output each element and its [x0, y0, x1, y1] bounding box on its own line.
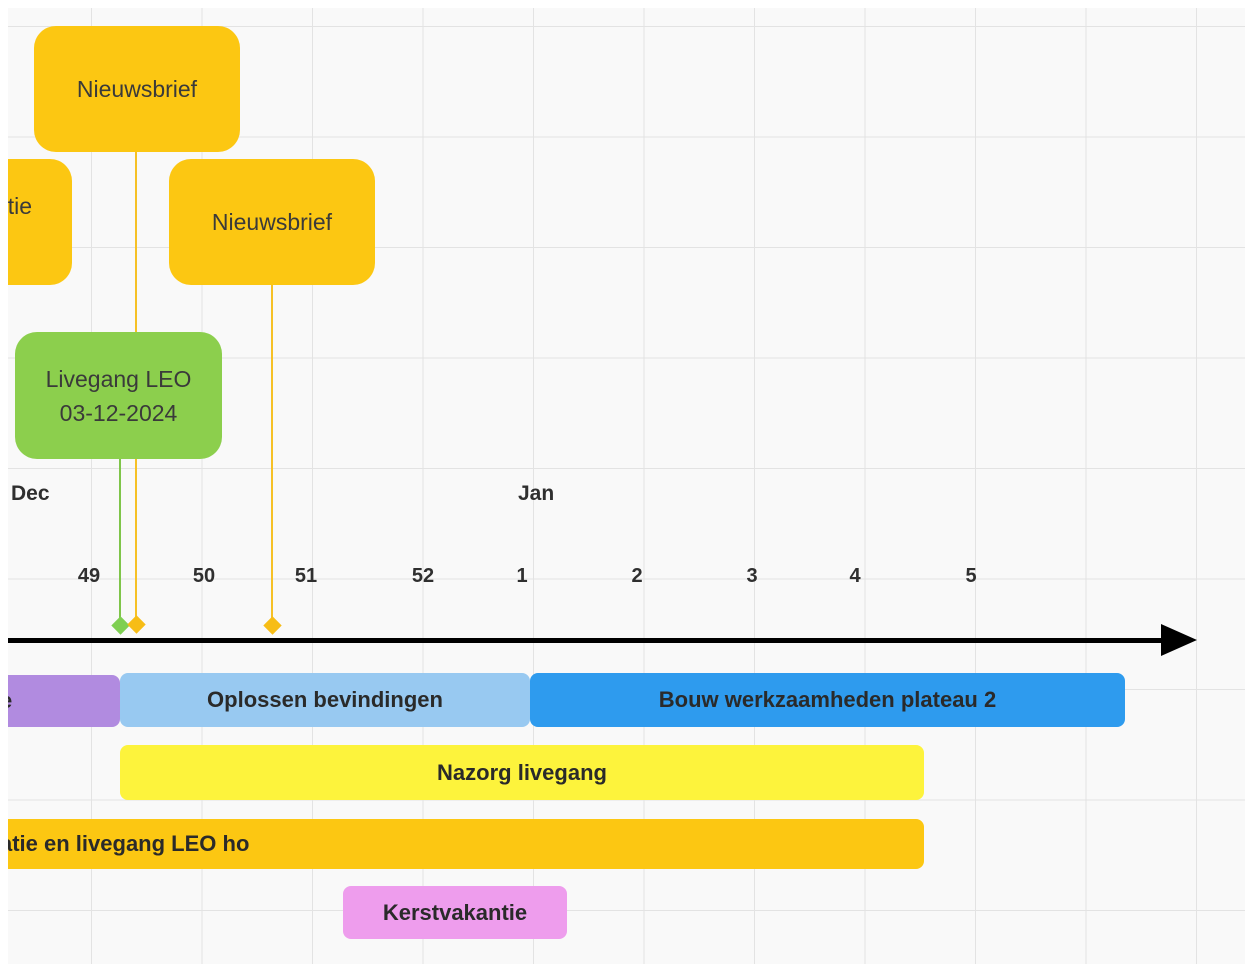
milestone-connector: [271, 284, 273, 626]
sticky-card-livegang-leo[interactable]: Livegang LEO 03-12-2024: [15, 332, 222, 459]
gantt-bar-oplossen-bevindingen[interactable]: Oplossen bevindingen: [120, 673, 530, 727]
bar-label: Bouw werkzaamheden plateau 2: [658, 687, 997, 712]
month-label: Jan: [518, 482, 555, 505]
bar-label: Kerstvakantie: [382, 899, 528, 925]
week-label: 50: [192, 565, 216, 587]
sticky-card-partial[interactable]: tie: [8, 159, 72, 285]
week-label: 52: [411, 565, 435, 587]
week-label: 51: [294, 565, 318, 587]
sticky-card-nieuwsbrief[interactable]: Nieuwsbrief: [34, 26, 240, 152]
card-label: Livegang LEO 03-12-2024: [45, 365, 192, 426]
timeline-axis: [8, 638, 1168, 643]
gantt-bar-bouw-werkzaamheden[interactable]: Bouw werkzaamheden plateau 2: [530, 673, 1125, 727]
bar-label: atie en livegang LEO ho: [8, 831, 250, 856]
milestone-diamond[interactable]: [263, 616, 282, 635]
bar-label: Nazorg livegang: [437, 759, 607, 785]
card-label: tie: [8, 193, 32, 219]
week-label: 5: [965, 565, 977, 587]
week-label: 2: [631, 565, 643, 587]
gantt-bar-nazorg-livegang[interactable]: Nazorg livegang: [120, 745, 924, 800]
gantt-bar-partial[interactable]: e: [8, 675, 120, 727]
card-label: Nieuwsbrief: [211, 209, 333, 235]
sticky-card-nieuwsbrief[interactable]: Nieuwsbrief: [169, 159, 375, 285]
month-label: Dec: [11, 482, 50, 505]
bar-label: e: [8, 688, 12, 714]
timeline-board: Nieuwsbrief tie Nieuwsbrief Livegang LEO…: [8, 8, 1245, 964]
axis-arrowhead: [1161, 624, 1197, 656]
milestone-connector: [119, 458, 121, 626]
gantt-bar-kerstvakantie[interactable]: Kerstvakantie: [343, 886, 567, 939]
gantt-bar-livegang-leo[interactable]: atie en livegang LEO ho: [8, 819, 924, 869]
card-label: Nieuwsbrief: [76, 76, 198, 102]
week-label: 3: [746, 565, 758, 587]
milestone-diamond[interactable]: [111, 616, 130, 635]
week-label: 4: [849, 565, 861, 587]
bar-label: Oplossen bevindingen: [207, 687, 443, 712]
milestone-diamond[interactable]: [127, 615, 146, 634]
week-label: 49: [77, 565, 101, 587]
week-label: 1: [516, 565, 528, 587]
